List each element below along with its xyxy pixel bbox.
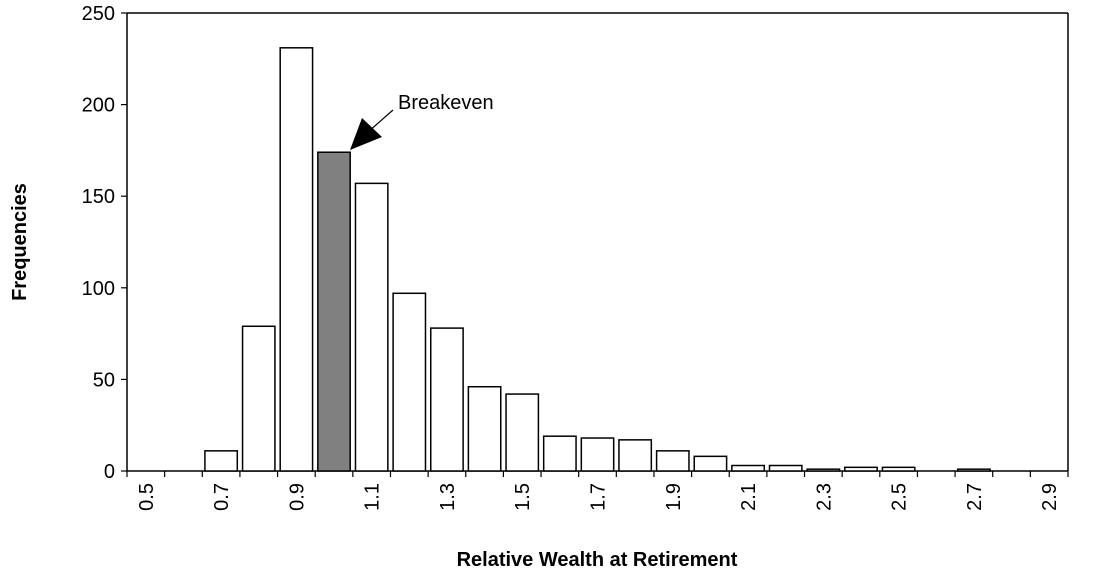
x-axis-title: Relative Wealth at Retirement (457, 549, 738, 571)
y-axis-title: Frequencies (9, 183, 31, 301)
x-tick-label: 2.7 (964, 483, 986, 511)
y-tick-label: 200 (82, 95, 115, 117)
bar (768, 464, 803, 472)
bar (693, 455, 728, 472)
y-tick-label: 100 (82, 278, 115, 300)
x-tick-label: 2.3 (813, 483, 835, 511)
y-tick-label: 0 (104, 461, 115, 483)
x-tick-label: 1.5 (512, 483, 534, 511)
bar (430, 327, 464, 472)
bar (881, 466, 916, 472)
x-tick-label: 1.3 (437, 483, 459, 511)
x-tick-label: 1.9 (663, 483, 685, 511)
y-tick-label: 250 (82, 3, 115, 25)
bar (317, 151, 351, 472)
y-tick-label: 150 (82, 186, 115, 208)
annotation: Breakeven (398, 92, 494, 114)
bar (392, 292, 427, 472)
annotation-arrow (350, 118, 382, 150)
y-tick-label: 50 (93, 369, 115, 391)
bar (241, 325, 276, 472)
x-tick-label: 2.5 (889, 483, 911, 511)
bar (655, 450, 690, 472)
bar (354, 182, 389, 472)
x-tick-label: 0.9 (286, 483, 308, 511)
bar (806, 468, 841, 472)
bar (204, 450, 239, 472)
x-tick-label: 2.9 (1039, 483, 1061, 511)
bar (731, 464, 765, 472)
bar (956, 468, 991, 472)
x-tick-label: 0.5 (136, 483, 158, 511)
bar (844, 466, 878, 472)
x-tick-label: 1.1 (362, 483, 384, 511)
x-tick-label: 2.1 (738, 483, 760, 511)
bar (505, 393, 540, 472)
bar (542, 435, 577, 472)
x-tick-label: 0.7 (211, 483, 233, 511)
bar (279, 47, 314, 472)
x-tick-label: 1.7 (588, 483, 610, 511)
bar (618, 439, 653, 472)
bar (580, 437, 615, 472)
bar (467, 385, 502, 472)
